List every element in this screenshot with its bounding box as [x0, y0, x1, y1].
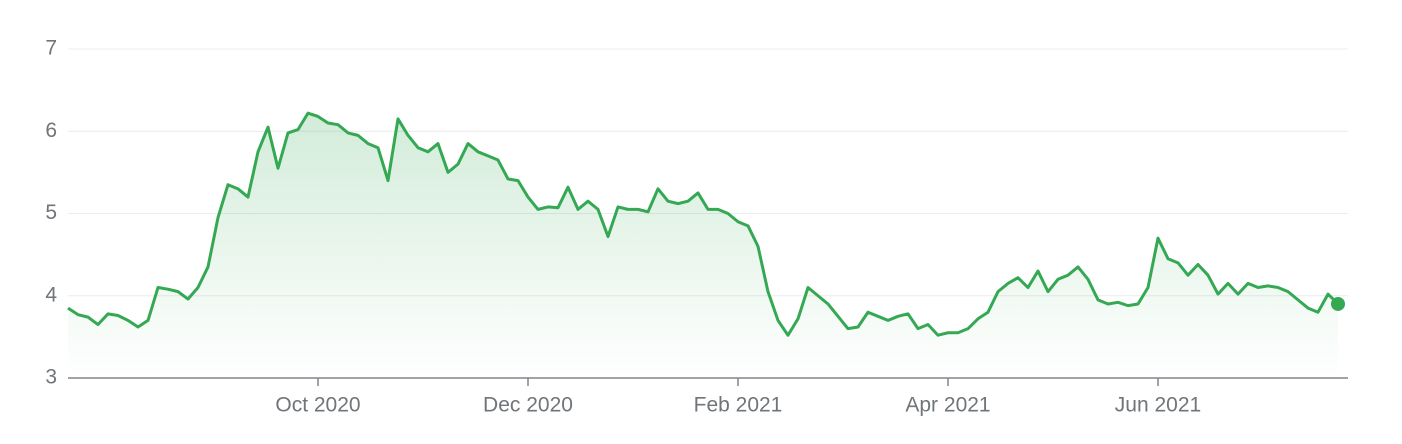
y-tick-label: 5 [45, 201, 57, 224]
y-tick-label: 6 [45, 119, 57, 142]
y-tick-label: 7 [45, 37, 57, 60]
x-tick-label: Oct 2020 [275, 394, 360, 417]
y-tick-label: 4 [45, 283, 57, 306]
x-tick-label: Dec 2020 [483, 394, 573, 417]
area-fill [68, 113, 1338, 378]
x-tick-label: Apr 2021 [905, 394, 990, 417]
y-tick-label: 3 [45, 366, 57, 389]
price-line [67, 111, 1340, 337]
last-point [1331, 296, 1345, 311]
x-tick-label: Feb 2021 [694, 394, 783, 417]
x-tick-label: Jun 2021 [1115, 394, 1201, 417]
